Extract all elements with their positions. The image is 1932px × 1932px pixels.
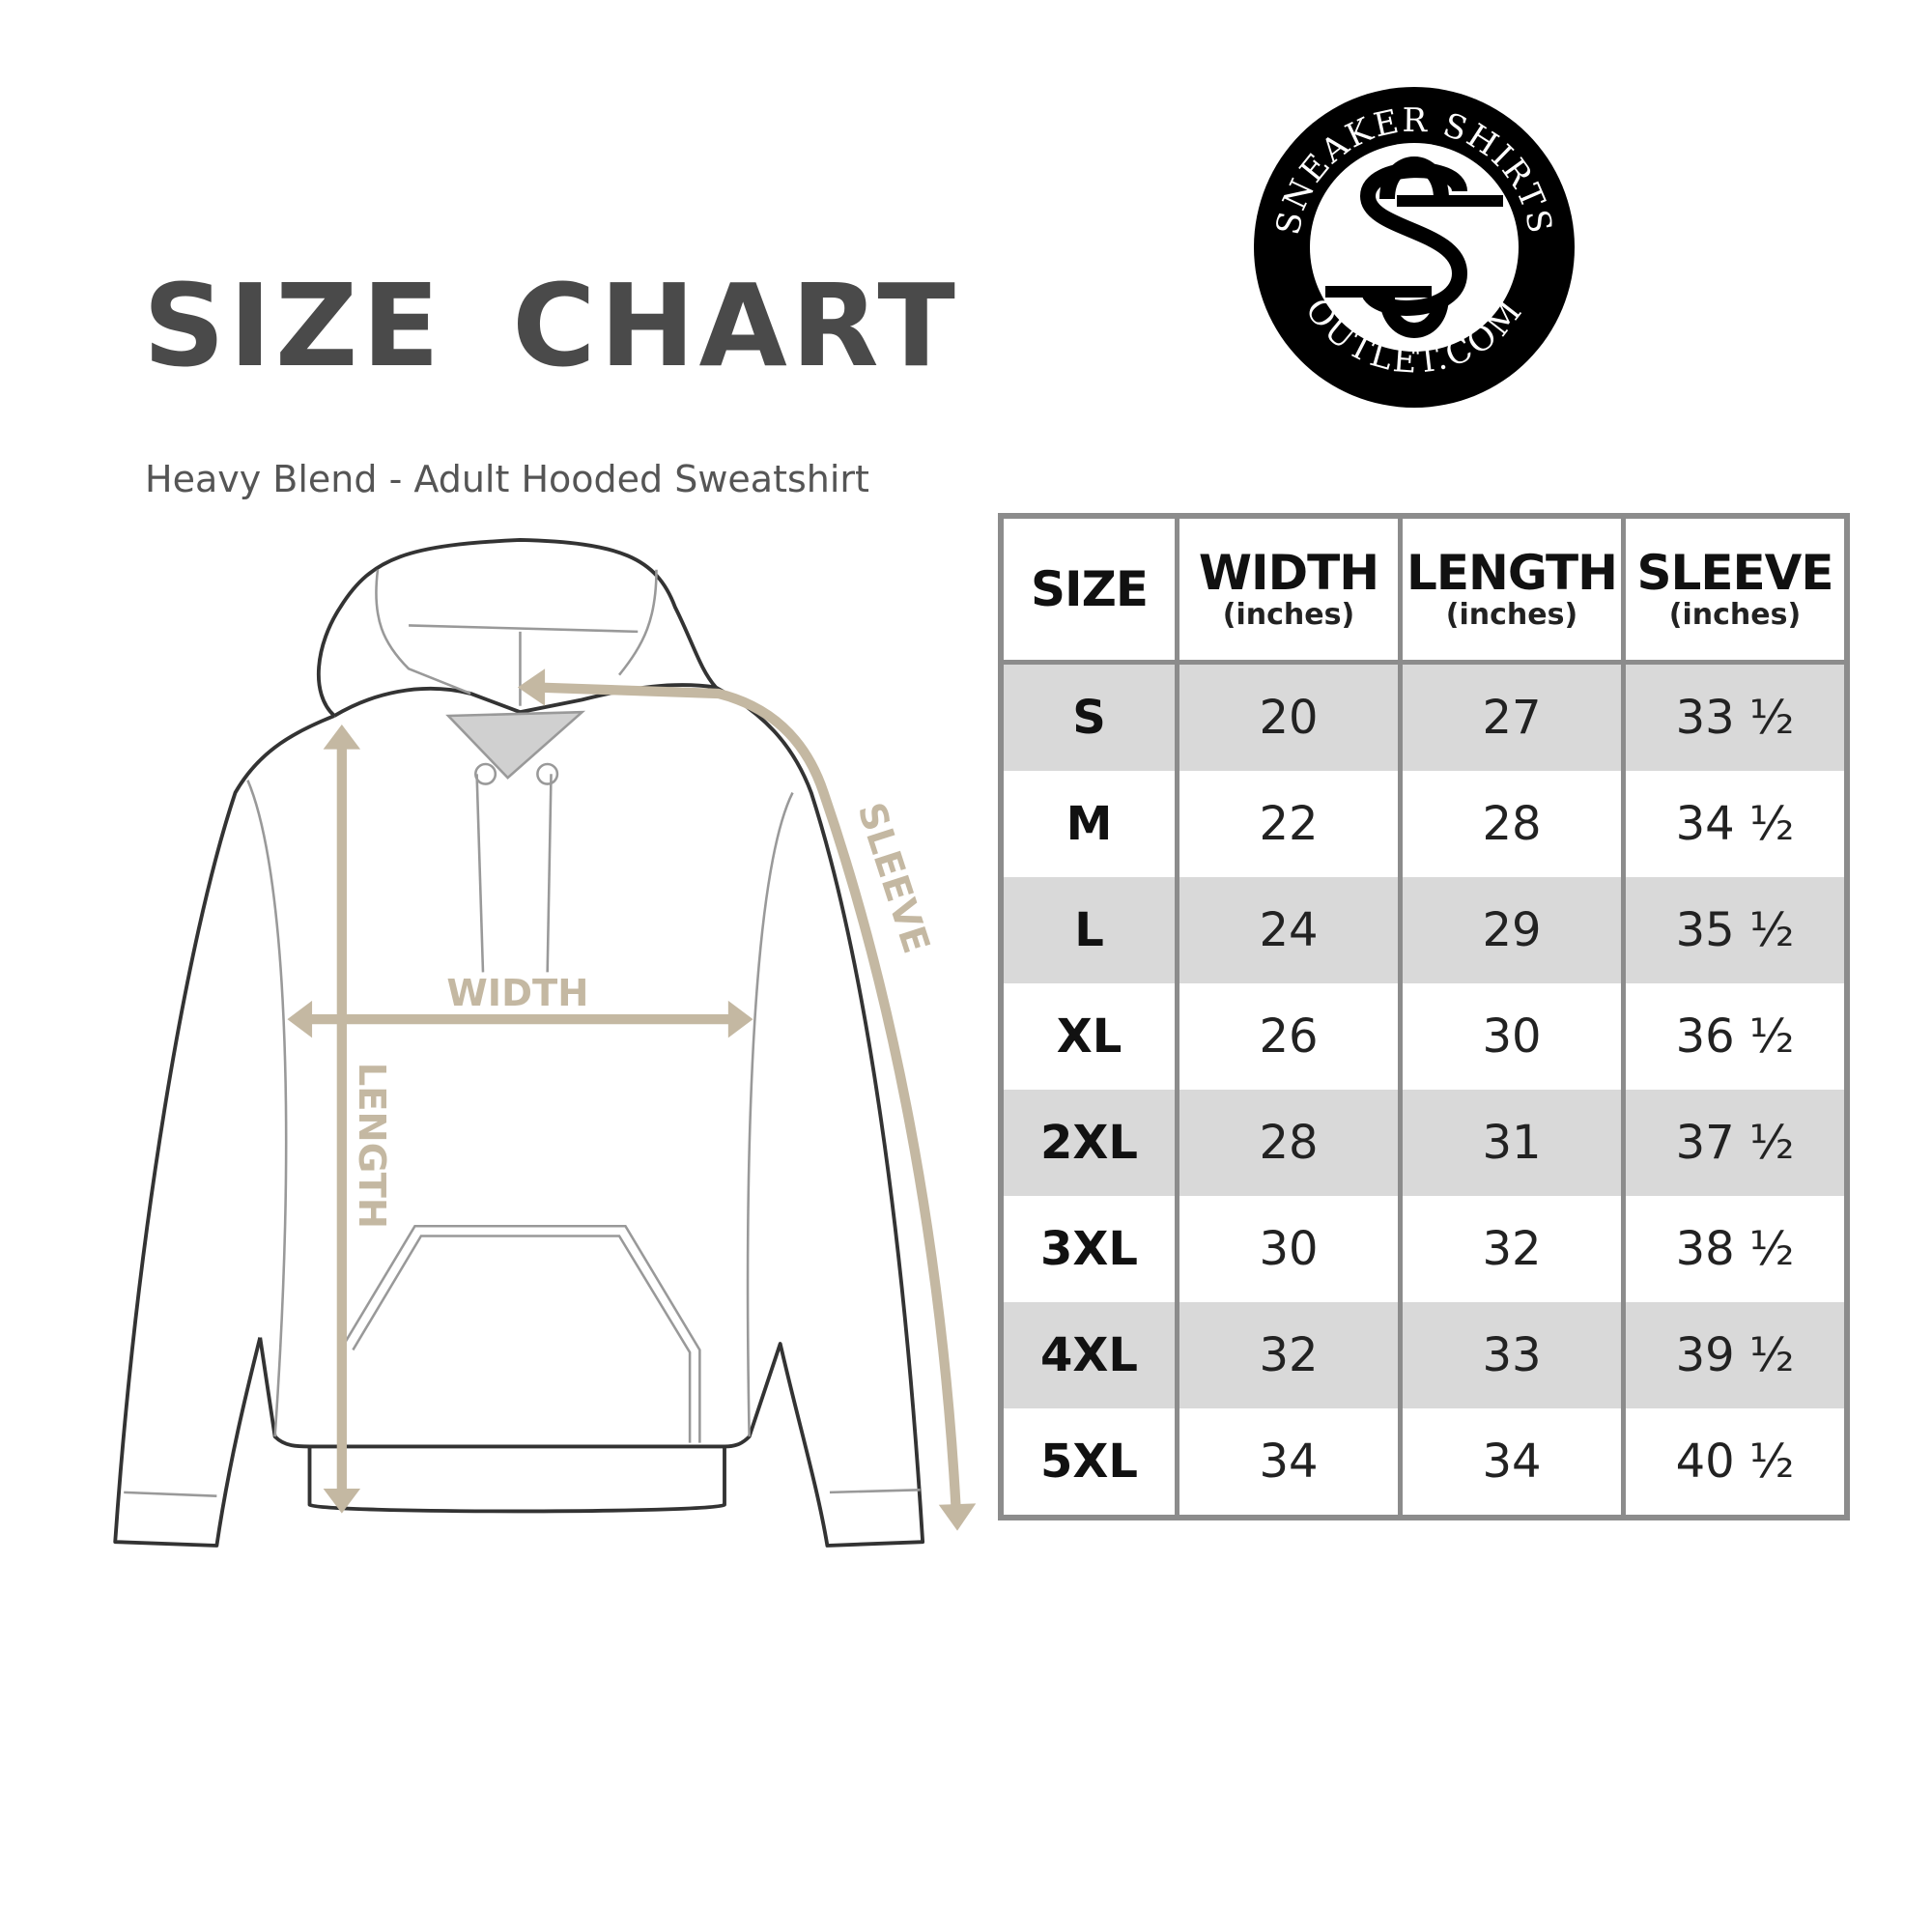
measurement-arrows — [287, 668, 977, 1531]
sleeve-cell: 34 ½ — [1621, 771, 1850, 877]
size-cell: 5XL — [998, 1408, 1179, 1518]
size-cell: XL — [998, 983, 1179, 1090]
width-cell: 34 — [1175, 1408, 1403, 1518]
header-width: WIDTH (inches) — [1175, 513, 1403, 665]
width-cell: 20 — [1175, 662, 1403, 771]
length-cell: 30 — [1398, 983, 1626, 1090]
length-cell: 28 — [1398, 771, 1626, 877]
sleeve-cell: 36 ½ — [1621, 983, 1850, 1090]
size-cell: S — [998, 662, 1179, 771]
length-cell: 32 — [1398, 1196, 1626, 1302]
brand-logo: SNEAKER SHIRTS OUTLET.COM — [1254, 87, 1575, 408]
sleeve-arrow — [534, 682, 961, 1512]
length-cell: 33 — [1398, 1302, 1626, 1408]
page-title: SIZE CHART — [143, 259, 959, 392]
size-cell: 4XL — [998, 1302, 1179, 1408]
length-cell: 34 — [1398, 1408, 1626, 1518]
table-row: L 24 29 35 ½ — [998, 877, 1850, 983]
table-row: 2XL 28 31 37 ½ — [998, 1090, 1850, 1196]
table-row: S 20 27 33 ½ — [998, 662, 1850, 771]
length-label: LENGTH — [350, 1063, 393, 1229]
width-cell: 24 — [1175, 877, 1403, 983]
table-row: XL 26 30 36 ½ — [998, 983, 1850, 1090]
sleeve-cell: 39 ½ — [1621, 1302, 1850, 1408]
size-cell: 2XL — [998, 1090, 1179, 1196]
width-cell: 30 — [1175, 1196, 1403, 1302]
sleeve-cell: 37 ½ — [1621, 1090, 1850, 1196]
header-length: LENGTH (inches) — [1398, 513, 1626, 665]
product-subtitle: Heavy Blend - Adult Hooded Sweatshirt — [145, 458, 869, 500]
hoodie-outline — [113, 538, 925, 1548]
length-cell: 29 — [1398, 877, 1626, 983]
length-cell: 27 — [1398, 662, 1626, 771]
size-table: SIZE WIDTH (inches) LENGTH (inches) SLEEVE… — [998, 513, 1850, 1520]
length-cell: 31 — [1398, 1090, 1626, 1196]
width-cell: 32 — [1175, 1302, 1403, 1408]
table-header-row: SIZE WIDTH (inches) LENGTH (inches) SLEEVE… — [998, 513, 1850, 665]
table-row: M 22 28 34 ½ — [998, 771, 1850, 877]
table-row: 4XL 32 33 39 ½ — [998, 1302, 1850, 1408]
width-cell: 22 — [1175, 771, 1403, 877]
table-row: 5XL 34 34 40 ½ — [998, 1408, 1850, 1518]
sleeve-cell: 40 ½ — [1621, 1408, 1850, 1518]
size-cell: 3XL — [998, 1196, 1179, 1302]
header-sleeve: SLEEVE (inches) — [1621, 513, 1850, 665]
width-cell: 28 — [1175, 1090, 1403, 1196]
sleeve-cell: 38 ½ — [1621, 1196, 1850, 1302]
header-size: SIZE — [998, 513, 1179, 665]
sleeve-cell: 35 ½ — [1621, 877, 1850, 983]
size-cell: M — [998, 771, 1179, 877]
sleeve-cell: 33 ½ — [1621, 662, 1850, 771]
size-cell: L — [998, 877, 1179, 983]
width-label: WIDTH — [446, 972, 588, 1015]
table-row: 3XL 30 32 38 ½ — [998, 1196, 1850, 1302]
width-cell: 26 — [1175, 983, 1403, 1090]
